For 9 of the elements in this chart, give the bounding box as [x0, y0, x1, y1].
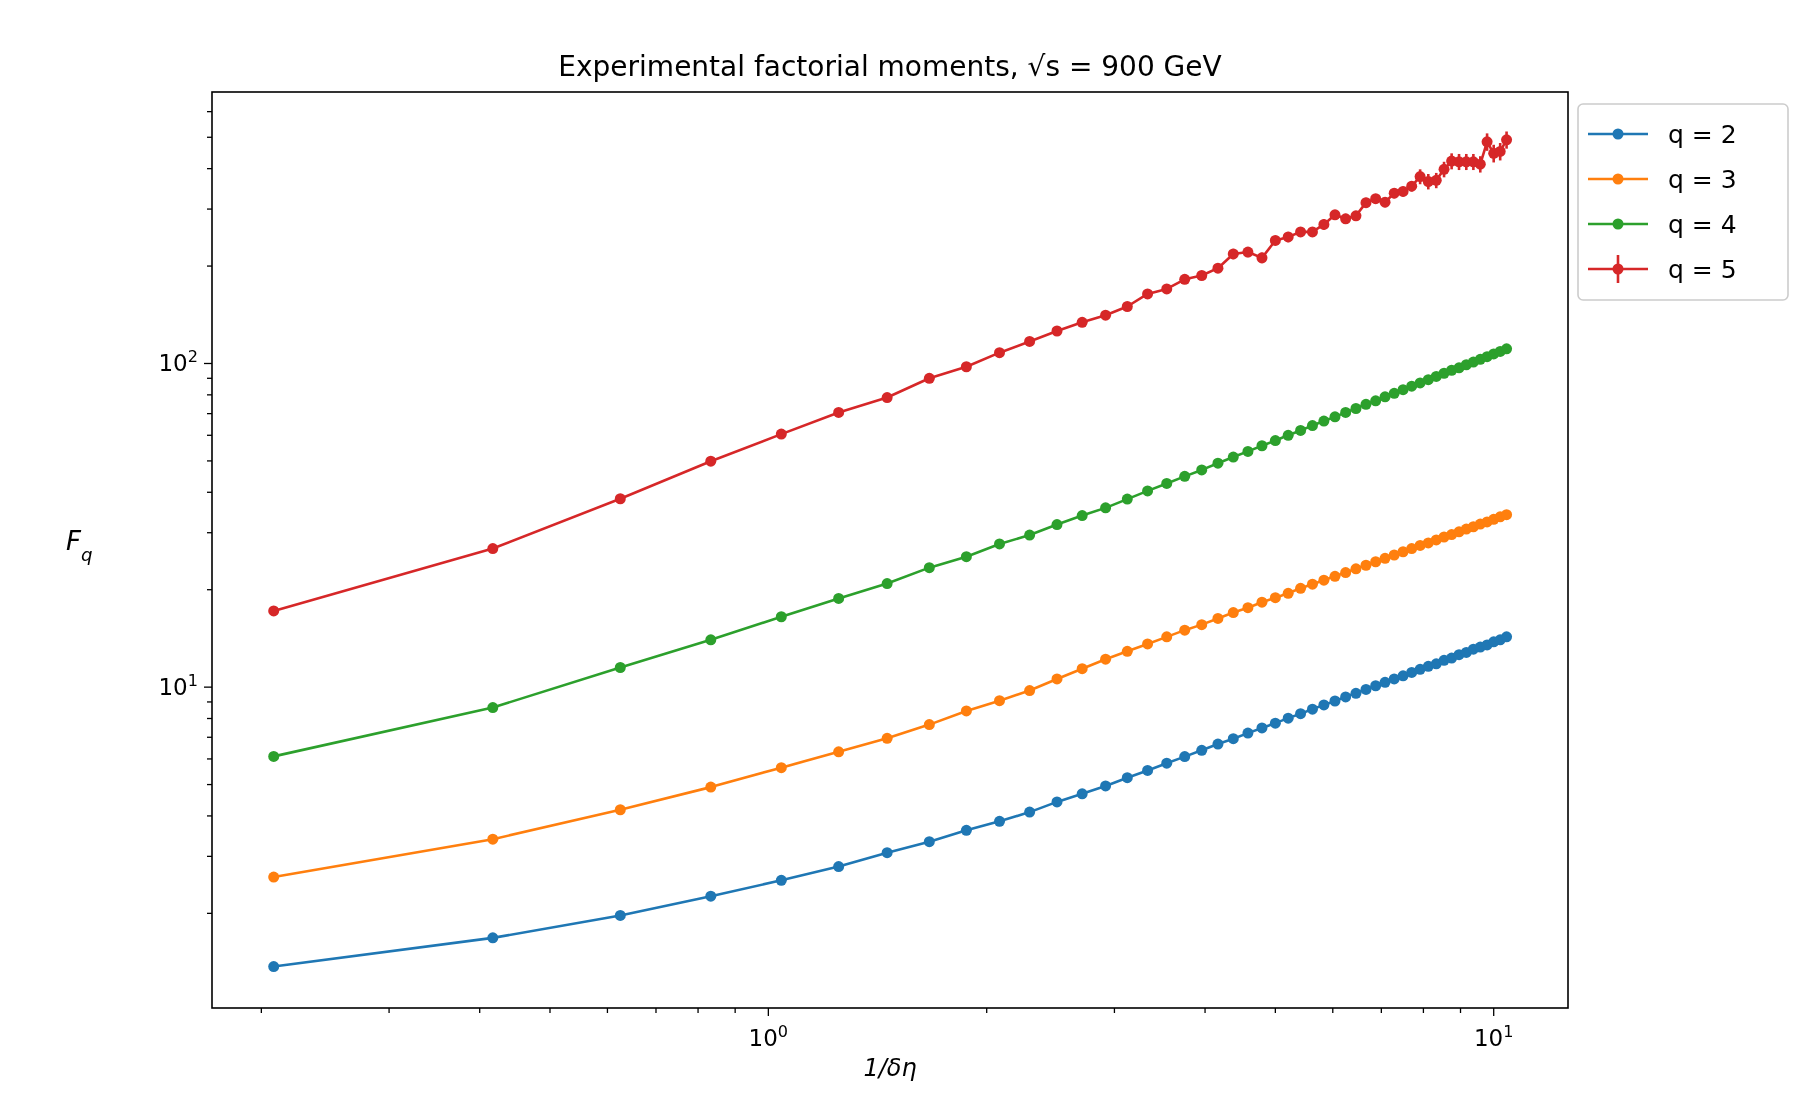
legend-label: q = 2 — [1668, 120, 1737, 149]
y-tick-label: 10$^{2}$ — [158, 346, 198, 377]
x-axis-title: 1/δη — [863, 1054, 917, 1082]
legend-label: q = 5 — [1668, 255, 1737, 284]
legend-label: q = 3 — [1668, 165, 1737, 194]
x-tick-label: 10$^{0}$ — [748, 1021, 789, 1051]
y-axis-title: F$_{q}$ — [66, 526, 93, 565]
legend-label: q = 4 — [1668, 210, 1737, 239]
chart-title: Experimental factorial moments, √s = 900 GeV — [558, 50, 1222, 83]
